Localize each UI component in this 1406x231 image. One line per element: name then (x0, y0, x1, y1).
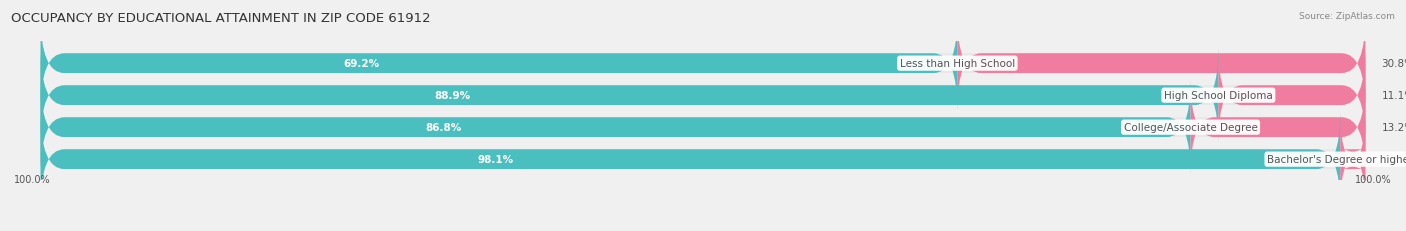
Text: 11.1%: 11.1% (1381, 91, 1406, 101)
FancyBboxPatch shape (1340, 112, 1365, 207)
Text: 30.8%: 30.8% (1381, 59, 1406, 69)
FancyBboxPatch shape (1219, 48, 1365, 143)
Text: 98.1%: 98.1% (478, 155, 513, 164)
Text: Less than High School: Less than High School (900, 59, 1015, 69)
Text: 86.8%: 86.8% (425, 123, 461, 133)
Text: 88.9%: 88.9% (434, 91, 471, 101)
FancyBboxPatch shape (1191, 80, 1365, 175)
Text: 69.2%: 69.2% (343, 59, 380, 69)
FancyBboxPatch shape (41, 48, 1219, 143)
Text: High School Diploma: High School Diploma (1164, 91, 1272, 101)
FancyBboxPatch shape (41, 16, 957, 111)
FancyBboxPatch shape (41, 16, 1365, 111)
Text: 100.0%: 100.0% (1355, 174, 1392, 184)
Text: College/Associate Degree: College/Associate Degree (1123, 123, 1257, 133)
Text: OCCUPANCY BY EDUCATIONAL ATTAINMENT IN ZIP CODE 61912: OCCUPANCY BY EDUCATIONAL ATTAINMENT IN Z… (11, 12, 430, 24)
FancyBboxPatch shape (41, 80, 1365, 175)
Text: 1.9%: 1.9% (1381, 155, 1406, 164)
FancyBboxPatch shape (41, 112, 1340, 207)
Text: 13.2%: 13.2% (1381, 123, 1406, 133)
Text: Bachelor's Degree or higher: Bachelor's Degree or higher (1267, 155, 1406, 164)
Text: Source: ZipAtlas.com: Source: ZipAtlas.com (1299, 12, 1395, 21)
FancyBboxPatch shape (41, 112, 1365, 207)
FancyBboxPatch shape (41, 80, 1191, 175)
FancyBboxPatch shape (41, 48, 1365, 143)
FancyBboxPatch shape (957, 16, 1365, 111)
Text: 100.0%: 100.0% (14, 174, 51, 184)
